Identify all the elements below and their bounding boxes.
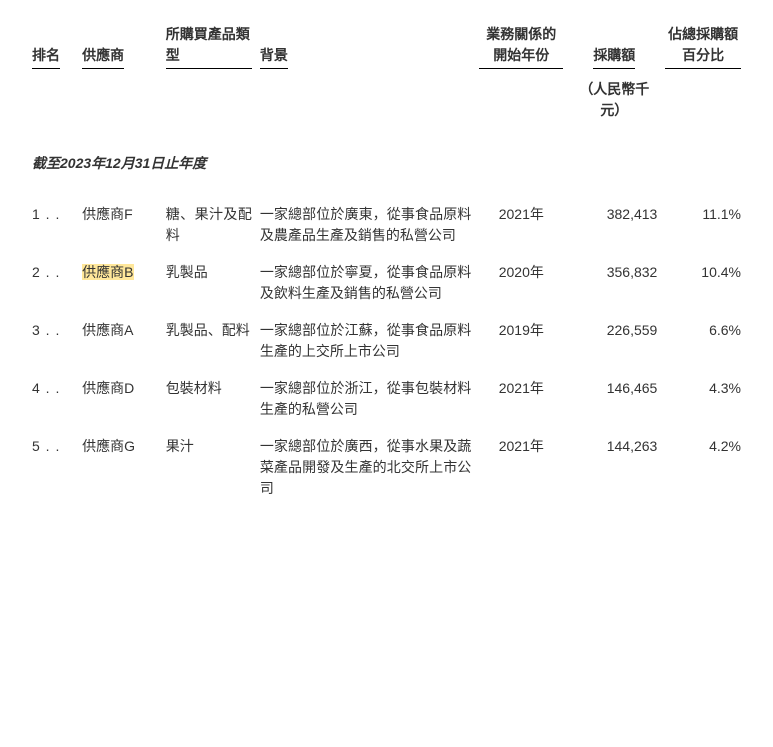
cell-year: 2021年 <box>475 370 567 428</box>
cell-amount: 356,832 <box>567 254 661 312</box>
table-row: 5 . .供應商G果汁一家總部位於廣西，從事水果及蔬菜產品開發及生產的北交所上市… <box>28 428 745 507</box>
cell-supplier: 供應商A <box>78 312 162 370</box>
cell-rank: 2 . . <box>28 254 78 312</box>
header-percent: 佔總採購額百分比 <box>661 24 745 75</box>
table-row: 3 . .供應商A乳製品、配料一家總部位於江蘇，從事食品原料生產的上交所上市公司… <box>28 312 745 370</box>
cell-year: 2019年 <box>475 312 567 370</box>
cell-background: 一家總部位於浙江，從事包裝材料生產的私營公司 <box>256 370 475 428</box>
cell-product: 乳製品、配料 <box>162 312 256 370</box>
cell-rank: 3 . . <box>28 312 78 370</box>
table-header-row: 排名 供應商 所購買產品類型 背景 業務關係的開始年份 採購額 佔總採購額百分比 <box>28 24 745 75</box>
cell-rank: 4 . . <box>28 370 78 428</box>
supplier-table: 排名 供應商 所購買產品類型 背景 業務關係的開始年份 採購額 佔總採購額百分比… <box>28 24 745 507</box>
header-supplier: 供應商 <box>78 24 162 75</box>
table-row: 2 . .供應商B乳製品一家總部位於寧夏，從事食品原料及飲料生產及銷售的私營公司… <box>28 254 745 312</box>
header-background: 背景 <box>256 24 475 75</box>
cell-percent: 4.3% <box>661 370 745 428</box>
section-title-row: 截至2023年12月31日止年度 <box>28 125 745 196</box>
cell-rank: 5 . . <box>28 428 78 507</box>
table-subheader-row: （人民幣千元） <box>28 75 745 125</box>
cell-product: 糖、果汁及配料 <box>162 196 256 254</box>
cell-background: 一家總部位於廣東，從事食品原料及農產品生產及銷售的私營公司 <box>256 196 475 254</box>
subheader-amount-unit: （人民幣千元） <box>567 75 661 125</box>
cell-year: 2021年 <box>475 428 567 507</box>
cell-amount: 382,413 <box>567 196 661 254</box>
cell-background: 一家總部位於廣西，從事水果及蔬菜產品開發及生產的北交所上市公司 <box>256 428 475 507</box>
table-row: 1 . .供應商F糖、果汁及配料一家總部位於廣東，從事食品原料及農產品生產及銷售… <box>28 196 745 254</box>
cell-amount: 226,559 <box>567 312 661 370</box>
cell-percent: 11.1% <box>661 196 745 254</box>
cell-product: 包裝材料 <box>162 370 256 428</box>
header-product: 所購買產品類型 <box>162 24 256 75</box>
cell-product: 乳製品 <box>162 254 256 312</box>
header-start-year: 業務關係的開始年份 <box>475 24 567 75</box>
cell-year: 2021年 <box>475 196 567 254</box>
cell-percent: 10.4% <box>661 254 745 312</box>
cell-supplier: 供應商F <box>78 196 162 254</box>
cell-background: 一家總部位於寧夏，從事食品原料及飲料生產及銷售的私營公司 <box>256 254 475 312</box>
cell-percent: 6.6% <box>661 312 745 370</box>
header-rank: 排名 <box>28 24 78 75</box>
cell-percent: 4.2% <box>661 428 745 507</box>
cell-supplier: 供應商D <box>78 370 162 428</box>
cell-background: 一家總部位於江蘇，從事食品原料生產的上交所上市公司 <box>256 312 475 370</box>
cell-year: 2020年 <box>475 254 567 312</box>
cell-supplier: 供應商B <box>78 254 162 312</box>
cell-rank: 1 . . <box>28 196 78 254</box>
table-row: 4 . .供應商D包裝材料一家總部位於浙江，從事包裝材料生產的私營公司2021年… <box>28 370 745 428</box>
cell-amount: 146,465 <box>567 370 661 428</box>
section-title: 截至2023年12月31日止年度 <box>28 125 745 196</box>
header-amount: 採購額 <box>567 24 661 75</box>
cell-amount: 144,263 <box>567 428 661 507</box>
cell-product: 果汁 <box>162 428 256 507</box>
cell-supplier: 供應商G <box>78 428 162 507</box>
